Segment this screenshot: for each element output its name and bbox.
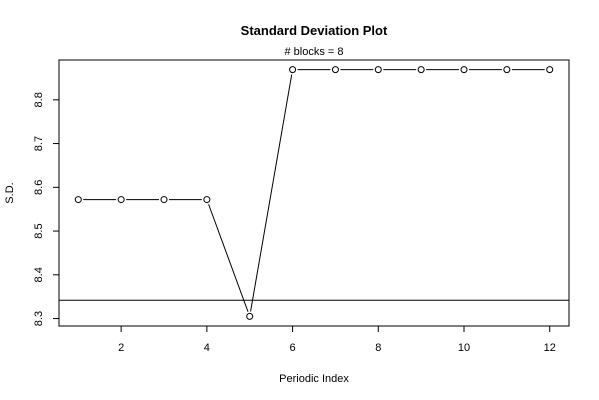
sd-series [74, 66, 554, 320]
x-tick-label: 8 [375, 342, 381, 354]
data-point [503, 66, 511, 74]
x-tick-label: 10 [458, 342, 470, 354]
data-point [417, 66, 425, 74]
data-point [460, 66, 468, 74]
y-tick-label: 8.5 [33, 223, 45, 238]
x-axis-title: Periodic Index [279, 373, 349, 385]
y-axis-title: S.D. [4, 182, 16, 203]
data-point [289, 66, 297, 74]
x-tick-label: 2 [118, 342, 124, 354]
series-segment [208, 204, 249, 312]
data-point [160, 196, 168, 204]
y-tick-label: 8.7 [33, 136, 45, 151]
data-point [331, 66, 339, 74]
chart-title: Standard Deviation Plot [241, 23, 388, 38]
x-tick-label: 6 [290, 342, 296, 354]
data-point [74, 196, 82, 204]
data-point [246, 312, 254, 320]
data-point [374, 66, 382, 74]
data-point [117, 196, 125, 204]
data-point [203, 196, 211, 204]
data-point [546, 66, 554, 74]
y-tick-label: 8.8 [33, 92, 45, 107]
y-tick-label: 8.3 [33, 311, 45, 326]
plot-frame [58, 59, 570, 327]
x-tick-label: 4 [204, 342, 210, 354]
series-segment [250, 74, 293, 312]
y-tick-label: 8.6 [33, 180, 45, 195]
chart-subtitle: # blocks = 8 [284, 46, 343, 58]
y-axis: 8.3 8.4 8.5 8.6 8.7 8.8 [33, 92, 59, 326]
x-tick-label: 12 [544, 342, 556, 354]
x-axis: 2 4 6 8 10 12 [118, 326, 556, 354]
y-tick-label: 8.4 [33, 267, 45, 282]
